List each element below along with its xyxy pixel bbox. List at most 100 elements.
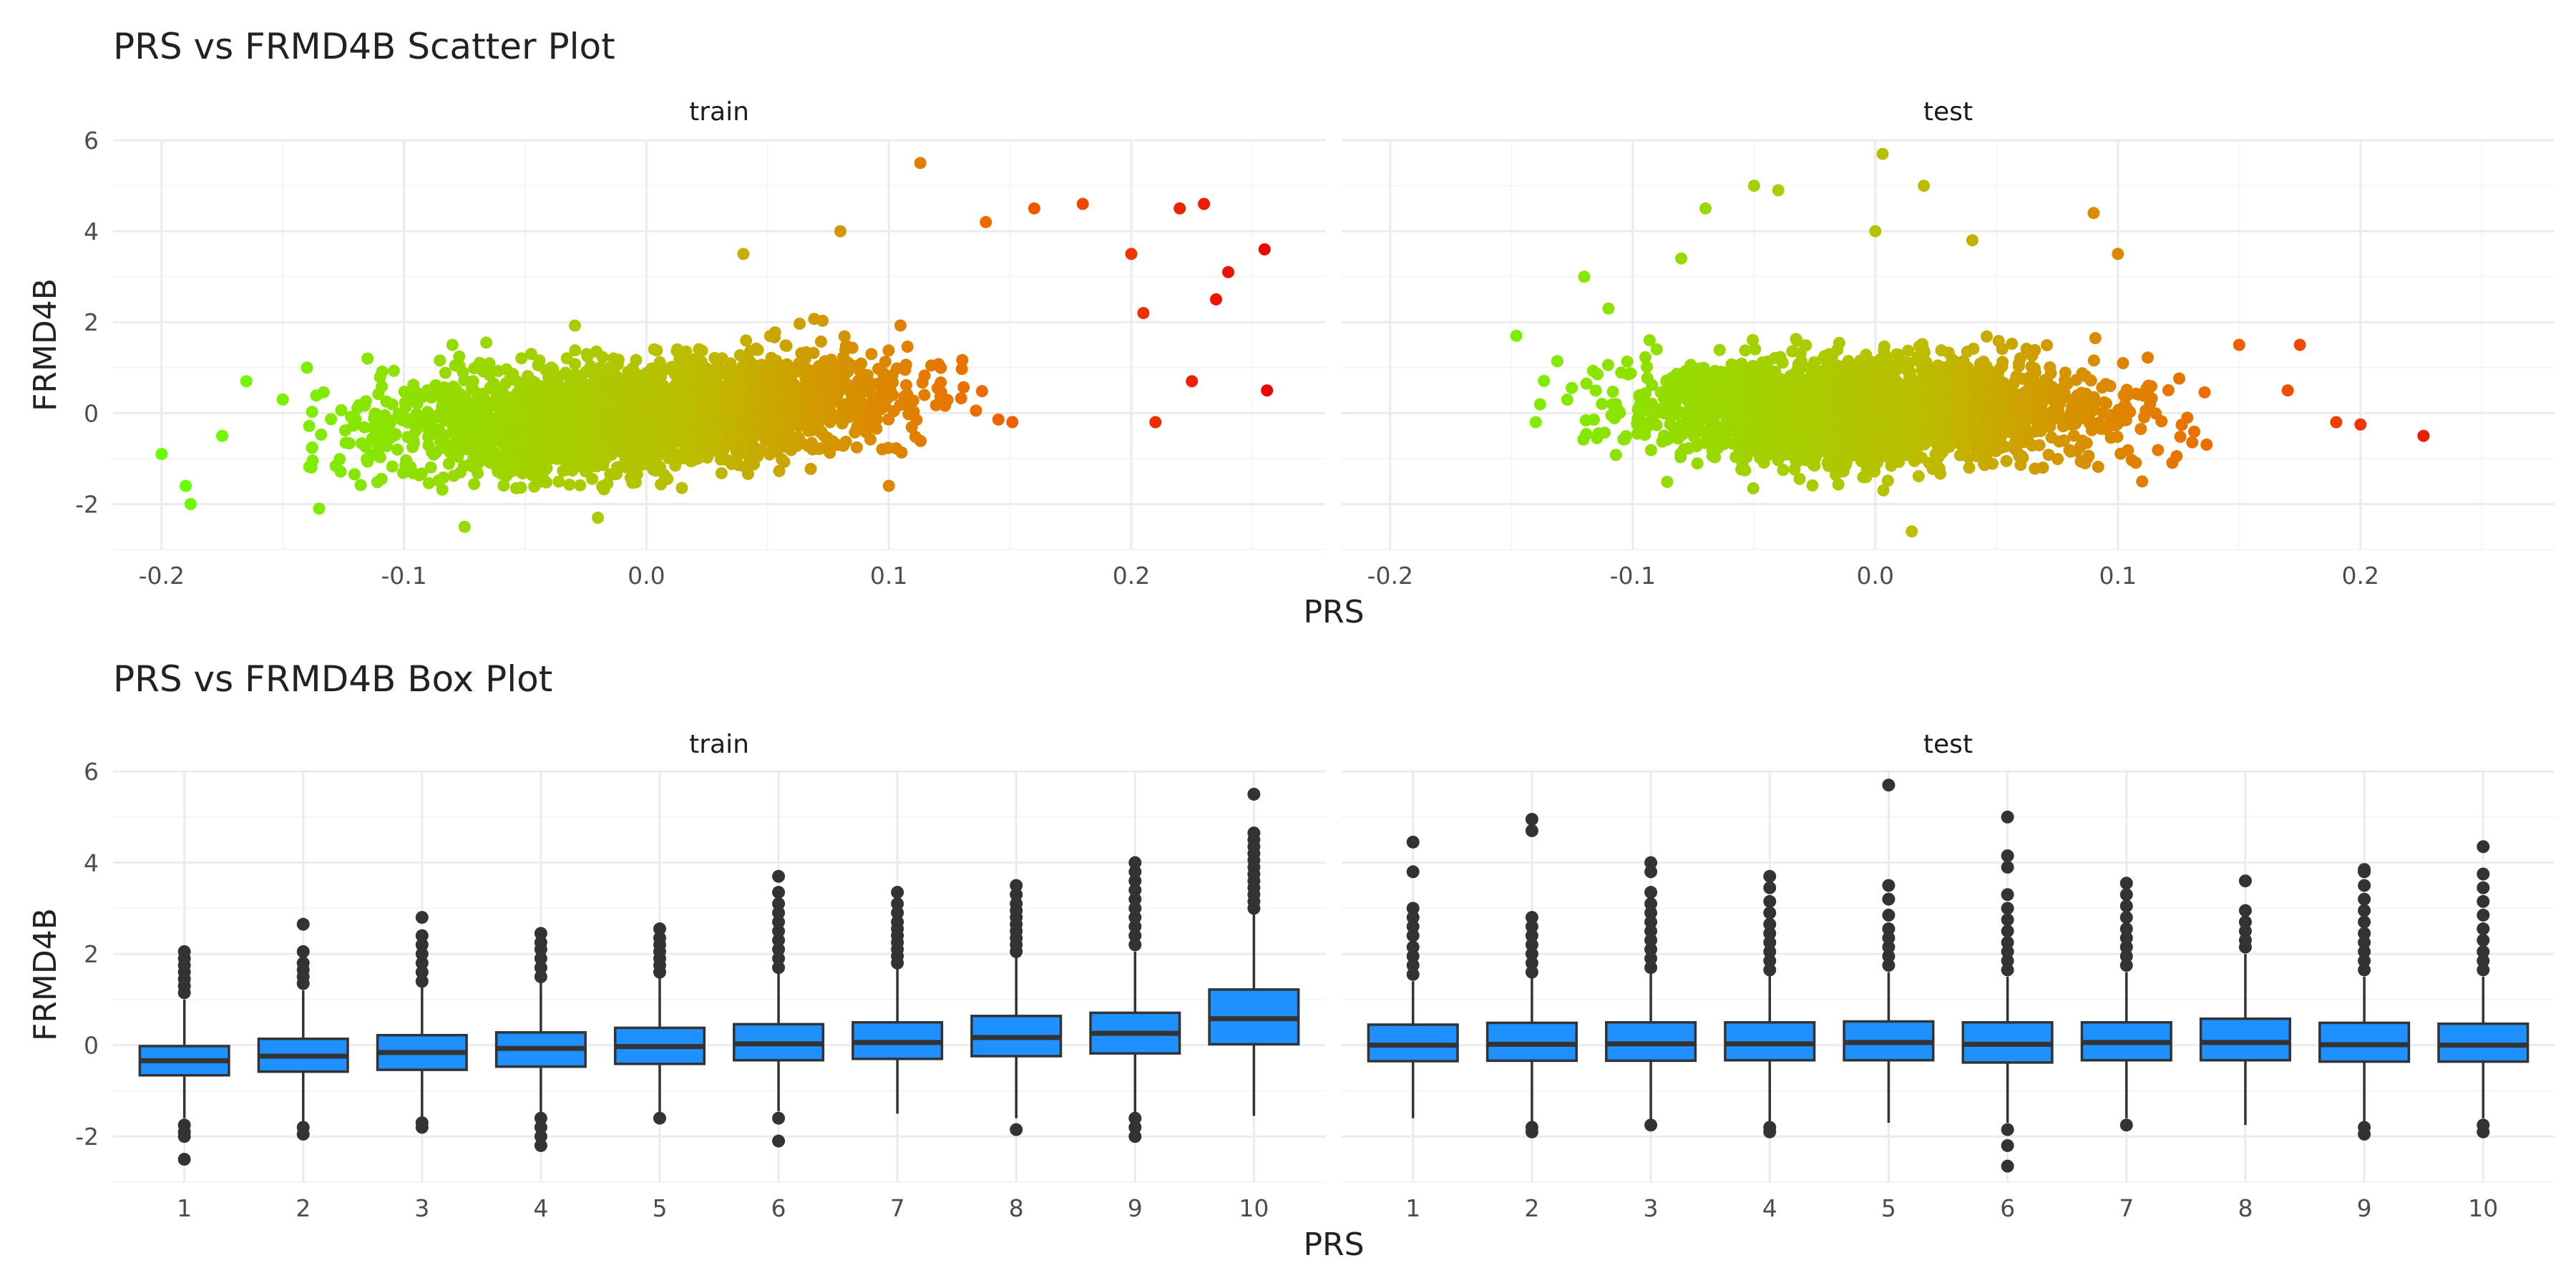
scatter-point — [861, 369, 874, 381]
scatter-point — [409, 424, 422, 437]
scatter-point — [715, 467, 728, 479]
scatter-point — [850, 441, 863, 454]
scatter-points — [155, 147, 2430, 538]
scatter-point — [653, 400, 665, 413]
scatter-point — [1828, 358, 1841, 371]
scatter-point — [574, 479, 587, 492]
scatter-point — [955, 392, 967, 405]
scatter-point — [424, 461, 437, 474]
scatter-point — [599, 417, 612, 430]
scatter-point — [1986, 457, 1999, 470]
scatter-point — [582, 454, 595, 467]
scatter-point — [358, 399, 371, 412]
scatter-point — [751, 450, 764, 463]
scatter-point — [487, 453, 499, 465]
scatter-point — [361, 352, 374, 365]
scatter-point — [413, 469, 426, 482]
scatter-point — [375, 472, 388, 485]
scatter-point — [2067, 395, 2080, 408]
scatter-point — [1586, 364, 1599, 377]
scatter-point — [666, 361, 679, 374]
scatter-point — [421, 406, 434, 419]
scatter-point — [361, 455, 374, 468]
scatter-point — [740, 334, 753, 347]
scatter-point — [2188, 425, 2200, 438]
scatter-point — [438, 429, 451, 442]
scatter-point — [934, 390, 947, 403]
scatter-point — [1577, 433, 1590, 446]
scatter-point — [675, 482, 688, 494]
box-title: PRS vs FRMD4B Box Plot — [113, 658, 552, 700]
scatter-point — [2044, 361, 2057, 374]
scatter-point — [1631, 417, 1644, 430]
scatter-point — [554, 406, 567, 419]
scatter-point — [1650, 419, 1663, 431]
scatter-point — [834, 225, 847, 238]
scatter-point — [376, 365, 389, 378]
scatter-point — [2140, 382, 2153, 395]
scatter-point — [436, 483, 449, 496]
scatter-point — [358, 421, 371, 434]
scatter-point — [1674, 451, 1687, 464]
scatter-point — [652, 425, 665, 438]
scatter-point — [609, 404, 622, 417]
scatter-point — [406, 441, 419, 454]
scatter-point — [581, 350, 594, 363]
scatter-point — [660, 410, 673, 423]
scatter-point — [905, 421, 918, 434]
scatter-point — [240, 375, 253, 388]
scatter-point — [890, 362, 903, 375]
scatter-point — [423, 418, 436, 431]
scatter-point — [602, 365, 615, 378]
scatter-point — [1591, 431, 1604, 444]
scatter-point — [765, 398, 778, 411]
scatter-point — [522, 375, 535, 387]
scatter-point — [617, 418, 630, 430]
scatter-point — [662, 448, 675, 461]
scatter-point — [2099, 378, 2112, 391]
scatter-point — [385, 414, 398, 427]
scatter-point — [795, 347, 808, 360]
scatter-point — [535, 447, 547, 460]
scatter-point — [2053, 435, 2066, 448]
scatter-point — [368, 411, 381, 424]
scatter-point — [629, 391, 642, 404]
scatter-point — [2063, 444, 2076, 457]
scatter-point — [306, 441, 318, 454]
scatter-point — [2036, 462, 2049, 474]
scatter-point — [1606, 386, 1619, 398]
scatter-point — [655, 478, 668, 491]
scatter-point — [626, 477, 639, 489]
scatter-point — [2170, 450, 2183, 462]
scatter-point — [735, 380, 748, 393]
scatter-point — [2059, 374, 2072, 386]
scatter-point — [306, 406, 318, 418]
scatter-point — [650, 344, 663, 357]
scatter-point — [429, 379, 442, 391]
scatter-point — [1617, 433, 1630, 446]
scatter-point — [376, 439, 389, 452]
scatter-point — [303, 460, 316, 473]
scatter-point — [732, 399, 745, 412]
scatter-point — [520, 439, 533, 452]
scatter-point — [957, 381, 970, 394]
scatter-point — [1854, 354, 1867, 367]
scatter-point — [780, 339, 793, 352]
scatter-point — [499, 408, 512, 421]
scatter-point — [1261, 384, 1274, 397]
scatter-point — [1679, 365, 1692, 377]
scatter-point — [1690, 405, 1703, 417]
scatter-point — [992, 413, 1005, 426]
scatter-point — [155, 448, 168, 460]
scatter-point — [918, 369, 931, 382]
scatter-point — [815, 426, 828, 439]
scatter-point — [1857, 471, 1870, 484]
scatter-point — [2135, 423, 2147, 435]
scatter-point — [841, 411, 854, 424]
scatter-point — [303, 419, 316, 432]
scatter-point — [532, 359, 545, 371]
scatter-point — [494, 426, 507, 439]
scatter-point — [1076, 197, 1089, 210]
scatter-point — [698, 427, 711, 440]
